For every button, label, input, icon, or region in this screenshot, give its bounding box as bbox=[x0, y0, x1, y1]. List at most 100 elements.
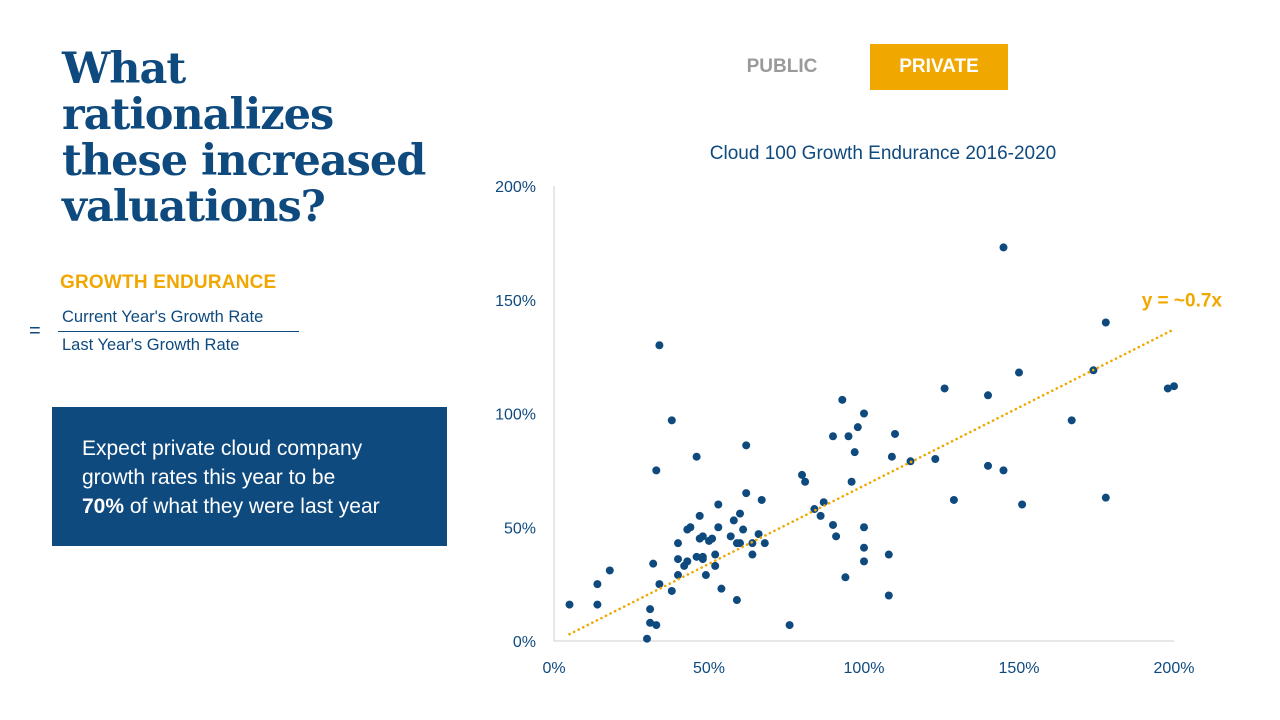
x-tick-label: 200% bbox=[1154, 660, 1195, 677]
data-point bbox=[652, 621, 661, 630]
equals-sign: = bbox=[29, 320, 41, 342]
insight-callout: Expect private cloud company growth rate… bbox=[52, 407, 447, 546]
growth-endurance-label: GROWTH ENDURANCE bbox=[60, 272, 277, 293]
x-tick-labels: 0% 50% 100% 150% 200% bbox=[542, 660, 1194, 677]
formula-denominator: Last Year's Growth Rate bbox=[62, 336, 240, 354]
callout-line-1: Expect private cloud company bbox=[82, 437, 363, 460]
data-point bbox=[695, 511, 704, 520]
formula-numerator: Current Year's Growth Rate bbox=[62, 308, 264, 326]
data-point bbox=[1067, 416, 1076, 425]
data-point bbox=[683, 557, 692, 566]
callout-line-2: growth rates this year to be bbox=[82, 466, 336, 489]
data-point bbox=[736, 509, 744, 518]
y-tick-label: 200% bbox=[495, 179, 536, 196]
trend-line-label: y = ~0.7x bbox=[1142, 290, 1223, 311]
data-point bbox=[841, 573, 850, 582]
data-point bbox=[860, 523, 868, 532]
callout-rest: of what they were last year bbox=[124, 495, 380, 518]
data-point bbox=[819, 498, 828, 507]
data-point bbox=[714, 523, 723, 532]
data-point bbox=[646, 605, 655, 614]
data-point bbox=[757, 495, 766, 504]
data-point bbox=[850, 448, 859, 457]
data-point bbox=[853, 423, 862, 432]
data-point bbox=[643, 634, 651, 643]
data-point bbox=[717, 584, 726, 593]
y-tick-label: 100% bbox=[495, 407, 536, 424]
data-point bbox=[829, 432, 837, 441]
data-point bbox=[565, 600, 574, 609]
data-point bbox=[999, 466, 1008, 475]
data-point bbox=[984, 461, 992, 470]
data-point bbox=[931, 455, 940, 463]
data-point bbox=[999, 243, 1008, 252]
page-title: What rationalizes these increased valuat… bbox=[62, 44, 426, 232]
data-point bbox=[593, 580, 602, 589]
data-point bbox=[674, 539, 682, 548]
data-point bbox=[887, 452, 896, 461]
x-tick-label: 50% bbox=[693, 660, 725, 677]
y-tick-label: 150% bbox=[495, 293, 536, 310]
data-point bbox=[891, 429, 899, 438]
data-point bbox=[760, 539, 769, 548]
data-point bbox=[742, 441, 751, 450]
x-tick-label: 100% bbox=[844, 660, 885, 677]
data-point bbox=[832, 532, 841, 541]
data-point bbox=[711, 550, 720, 559]
data-point bbox=[726, 532, 735, 541]
data-point bbox=[801, 477, 810, 486]
data-point bbox=[674, 571, 682, 580]
data-point bbox=[984, 391, 992, 400]
data-point bbox=[605, 566, 614, 575]
data-point bbox=[742, 489, 751, 498]
data-point bbox=[1101, 318, 1110, 327]
data-point bbox=[667, 586, 676, 595]
data-point bbox=[816, 511, 825, 520]
data-point bbox=[652, 466, 661, 475]
data-point bbox=[711, 561, 720, 570]
data-point bbox=[674, 555, 682, 564]
data-point bbox=[714, 500, 723, 509]
callout-line-3: 70% of what they were last year bbox=[82, 492, 427, 521]
data-point bbox=[1170, 382, 1178, 391]
x-tick-label: 150% bbox=[999, 660, 1040, 677]
y-tick-labels: 0% 50% 100% 150% 200% bbox=[495, 179, 536, 651]
data-points bbox=[565, 243, 1178, 643]
data-point bbox=[698, 555, 707, 564]
data-point bbox=[847, 477, 856, 486]
callout-highlight: 70% bbox=[82, 495, 125, 518]
data-point bbox=[838, 395, 847, 404]
data-point bbox=[884, 591, 893, 600]
data-point bbox=[692, 552, 701, 561]
data-point bbox=[708, 534, 717, 543]
data-point bbox=[748, 550, 757, 559]
public-toggle-button[interactable]: PUBLIC bbox=[746, 56, 818, 77]
data-point bbox=[754, 530, 763, 539]
data-point bbox=[884, 550, 893, 559]
trend-line bbox=[568, 328, 1176, 636]
fraction-line bbox=[58, 331, 299, 332]
data-point bbox=[860, 543, 868, 552]
data-point bbox=[593, 600, 602, 609]
data-point bbox=[949, 495, 958, 504]
data-point bbox=[667, 416, 676, 425]
data-point bbox=[692, 452, 701, 461]
x-tick-label: 0% bbox=[542, 660, 565, 677]
data-point bbox=[739, 525, 748, 534]
data-point bbox=[798, 470, 806, 479]
data-point bbox=[646, 618, 655, 627]
data-point bbox=[844, 432, 853, 441]
data-point bbox=[698, 532, 707, 541]
data-point bbox=[1015, 368, 1023, 377]
data-point bbox=[736, 539, 744, 548]
data-point bbox=[701, 571, 710, 580]
private-toggle-button[interactable]: PRIVATE bbox=[870, 44, 1008, 90]
data-point bbox=[1018, 500, 1027, 509]
y-tick-label: 50% bbox=[504, 520, 536, 537]
data-point bbox=[649, 559, 658, 568]
chart-title: Cloud 100 Growth Endurance 2016-2020 bbox=[709, 143, 1057, 164]
data-point bbox=[1163, 384, 1172, 393]
data-point bbox=[829, 520, 837, 529]
data-point bbox=[1101, 493, 1110, 502]
data-point bbox=[655, 580, 664, 589]
